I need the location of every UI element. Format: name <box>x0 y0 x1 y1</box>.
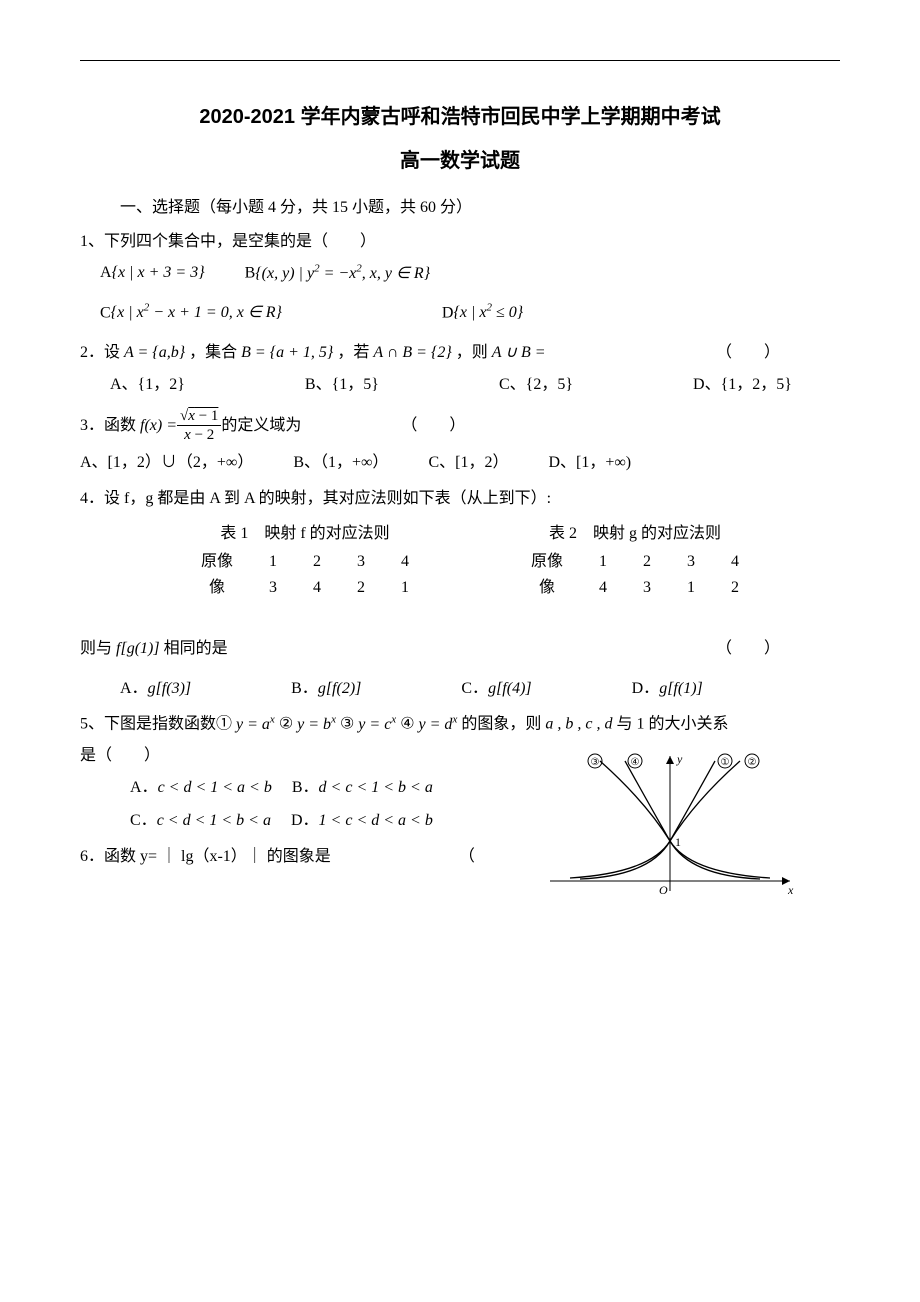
tick-1: 1 <box>675 835 681 849</box>
q6-paren: （ <box>459 848 475 865</box>
q5-f1: y = ax <box>236 716 275 733</box>
q2-stem-pre: 2．设 <box>80 344 124 361</box>
q2-union: A ∪ B = <box>492 344 546 361</box>
q4-table1: 表 1 映射 f 的对应法则 原像 1 2 3 4 像 3 4 2 1 <box>183 521 427 600</box>
q1-optD: D{x | x2 ≤ 0} <box>442 300 523 326</box>
label-4: ④ <box>631 757 640 768</box>
q4-paren: （ ） <box>716 636 780 662</box>
q3-optD: D、[1，+∞) <box>548 450 631 476</box>
q4-stem: 4．设 f，g 都是由 A 到 A 的映射，其对应法则如下表（从上到下）: <box>80 486 840 512</box>
exam-title-line1: 2020-2021 学年内蒙古呼和浩特市回民中学上学期期中考试 <box>80 101 840 133</box>
section-1-header: 一、选择题（每小题 4 分，共 15 小题，共 60 分） <box>80 195 840 221</box>
q5-exponential-chart: O x y 1 ③ ④ ① ② <box>540 751 800 901</box>
question-5: 5、下图是指数函数① y = ax ② y = bx ③ y = cx ④ y … <box>80 711 840 834</box>
q5-optB: B．d < c < 1 < b < a <box>292 779 433 796</box>
q5-f2: y = bx <box>297 716 336 733</box>
question-2: 2．设 A = {a,b} ，集合 B = {a + 1, 5} ，若 A ∩ … <box>80 340 840 397</box>
q3-optB: B、（1，+∞） <box>293 450 388 476</box>
q1-optC: C{x | x2 − x + 1 = 0, x ∈ R} <box>100 300 282 326</box>
y-label: y <box>676 752 683 766</box>
label-1: ① <box>721 757 730 768</box>
q4-table2: 表 2 映射 g 的对应法则 原像 1 2 3 4 像 4 3 1 2 <box>513 521 757 600</box>
q5-vars: a , b , c , d <box>545 716 612 733</box>
label-3: ③ <box>591 757 600 768</box>
q4-optC: C．g[f(4)] <box>461 676 531 702</box>
q1-stem: 1、下列四个集合中，是空集的是（ ） <box>80 229 840 255</box>
question-1: 1、下列四个集合中，是空集的是（ ） A{x | x + 3 = 3} B{(x… <box>80 229 840 326</box>
q2-setB: B = {a + 1, 5} <box>241 344 333 361</box>
q2-inter: A ∩ B = {2} <box>373 344 451 361</box>
exam-title-line2: 高一数学试题 <box>80 145 840 177</box>
q2-setA: A = {a,b} <box>124 344 185 361</box>
q4-ask-post: 相同的是 <box>164 640 228 657</box>
q4-ask-pre: 则与 <box>80 640 116 657</box>
q4-optD: D．g[f(1)] <box>632 676 703 702</box>
q1-optB: B{(x, y) | y2 = −x2, x, y ∈ R} <box>245 260 431 286</box>
q1-optA: A{x | x + 3 = 3} <box>100 260 205 286</box>
y-arrow-icon <box>666 756 674 764</box>
q3-fraction: √x − 1 x − 2 <box>177 407 221 444</box>
q3-stem-post: 的定义域为 <box>221 413 301 439</box>
table-row: 像 3 4 2 1 <box>183 575 427 601</box>
table-row: 像 4 3 1 2 <box>513 575 757 601</box>
x-label: x <box>787 883 794 897</box>
q3-optC: C、[1，2） <box>428 450 508 476</box>
q2-optA: A、{1，2} <box>110 372 185 398</box>
q2-optB: B、{1，5} <box>305 372 379 398</box>
q4-t2-caption: 表 2 映射 g 的对应法则 <box>513 521 757 547</box>
q5-optC: C．c < d < 1 < b < a <box>130 812 271 829</box>
q6-stem: 6．函数 y= ｜ lg（x-1）｜ 的图象是 <box>80 848 331 865</box>
q5-f4: y = dx <box>419 716 458 733</box>
q2-optD: D、{1，2，5} <box>693 372 792 398</box>
top-rule <box>80 60 840 61</box>
table-row: 原像 1 2 3 4 <box>513 549 757 575</box>
q5-stem-pre: 5、下图是指数函数① <box>80 716 236 733</box>
q2-paren: （ ） <box>716 340 780 366</box>
table-row: 原像 1 2 3 4 <box>183 549 427 575</box>
question-4: 4．设 f，g 都是由 A 到 A 的映射，其对应法则如下表（从上到下）: 表 … <box>80 486 840 702</box>
q3-paren: （ ） <box>401 413 465 439</box>
q5-f3: y = cx <box>358 716 396 733</box>
q3-optA: A、[1，2）∪（2，+∞） <box>80 450 253 476</box>
q4-optA: A．g[f(3)] <box>120 676 191 702</box>
label-2: ② <box>748 757 757 768</box>
origin-label: O <box>659 883 668 897</box>
q4-t1-caption: 表 1 映射 f 的对应法则 <box>183 521 427 547</box>
q5-optD: D．1 < c < d < a < b <box>291 812 433 829</box>
q5-optA: A．c < d < 1 < a < b <box>130 779 272 796</box>
question-3: 3．函数 f(x) = √x − 1 x − 2 的定义域为 （ ） A、[1，… <box>80 407 840 476</box>
q4-optB: B．g[f(2)] <box>291 676 361 702</box>
q3-stem-pre: 3．函数 <box>80 413 136 439</box>
q2-optC: C、{2，5} <box>499 372 573 398</box>
q4-ask-expr: f[g(1)] <box>116 640 160 657</box>
q3-func-lhs: f(x) = <box>136 413 177 439</box>
